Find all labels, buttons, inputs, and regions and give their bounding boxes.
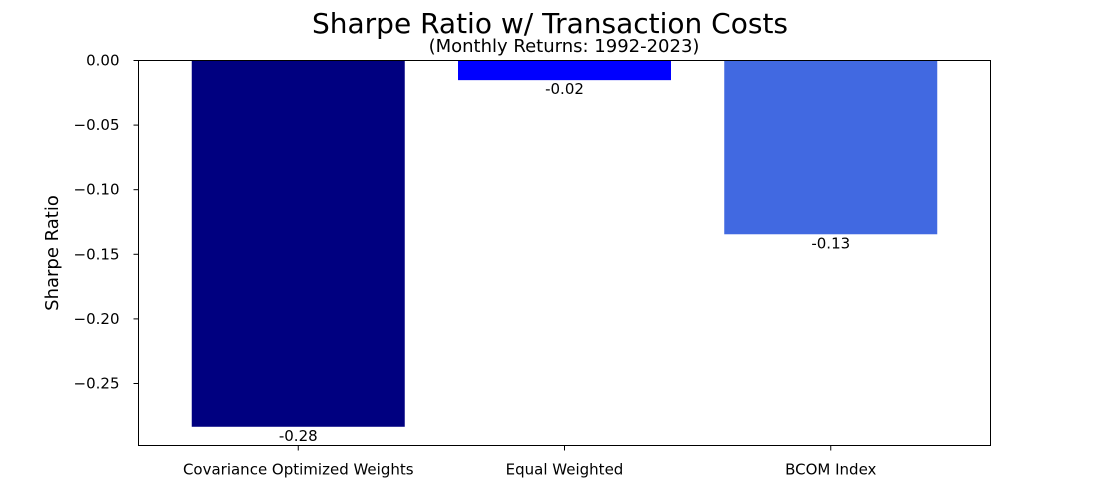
data-label: -0.02 — [545, 80, 584, 98]
chart-subtitle: (Monthly Returns: 1992-2023) — [429, 36, 700, 57]
bar — [458, 60, 671, 81]
x-tick-label: BCOM Index — [785, 461, 876, 479]
plot-area: -0.28 -0.02 -0.13 — [191, 60, 938, 445]
y-tick-label: −0.20 — [74, 310, 120, 328]
y-tick-label: −0.05 — [74, 116, 120, 134]
bar — [724, 60, 938, 235]
y-axis: 0.00 −0.05 −0.10 −0.15 −0.20 −0.25 — [74, 52, 139, 392]
x-tick-label: Covariance Optimized Weights — [183, 461, 414, 479]
y-tick-label: −0.25 — [74, 374, 120, 392]
y-tick-label: 0.00 — [86, 52, 119, 70]
data-label: -0.13 — [811, 234, 850, 252]
x-tick-label: Equal Weighted — [506, 461, 624, 479]
y-tick-label: −0.15 — [74, 245, 120, 263]
data-label: -0.28 — [279, 427, 318, 445]
x-axis: Covariance Optimized Weights Equal Weight… — [183, 445, 877, 479]
y-tick-label: −0.10 — [74, 181, 120, 199]
plot-frame — [138, 60, 991, 446]
bar — [191, 60, 405, 427]
y-axis-label: Sharpe Ratio — [42, 195, 63, 311]
chart-title: Sharpe Ratio w/ Transaction Costs — [312, 7, 788, 40]
